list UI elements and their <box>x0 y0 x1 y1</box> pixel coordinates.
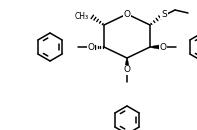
Text: S: S <box>161 9 167 18</box>
Text: O: O <box>124 66 130 74</box>
Polygon shape <box>150 44 163 50</box>
Text: CH₃: CH₃ <box>75 11 89 21</box>
Polygon shape <box>124 58 130 70</box>
Text: O: O <box>124 9 130 18</box>
Text: O: O <box>160 43 166 51</box>
Text: O: O <box>87 43 95 51</box>
